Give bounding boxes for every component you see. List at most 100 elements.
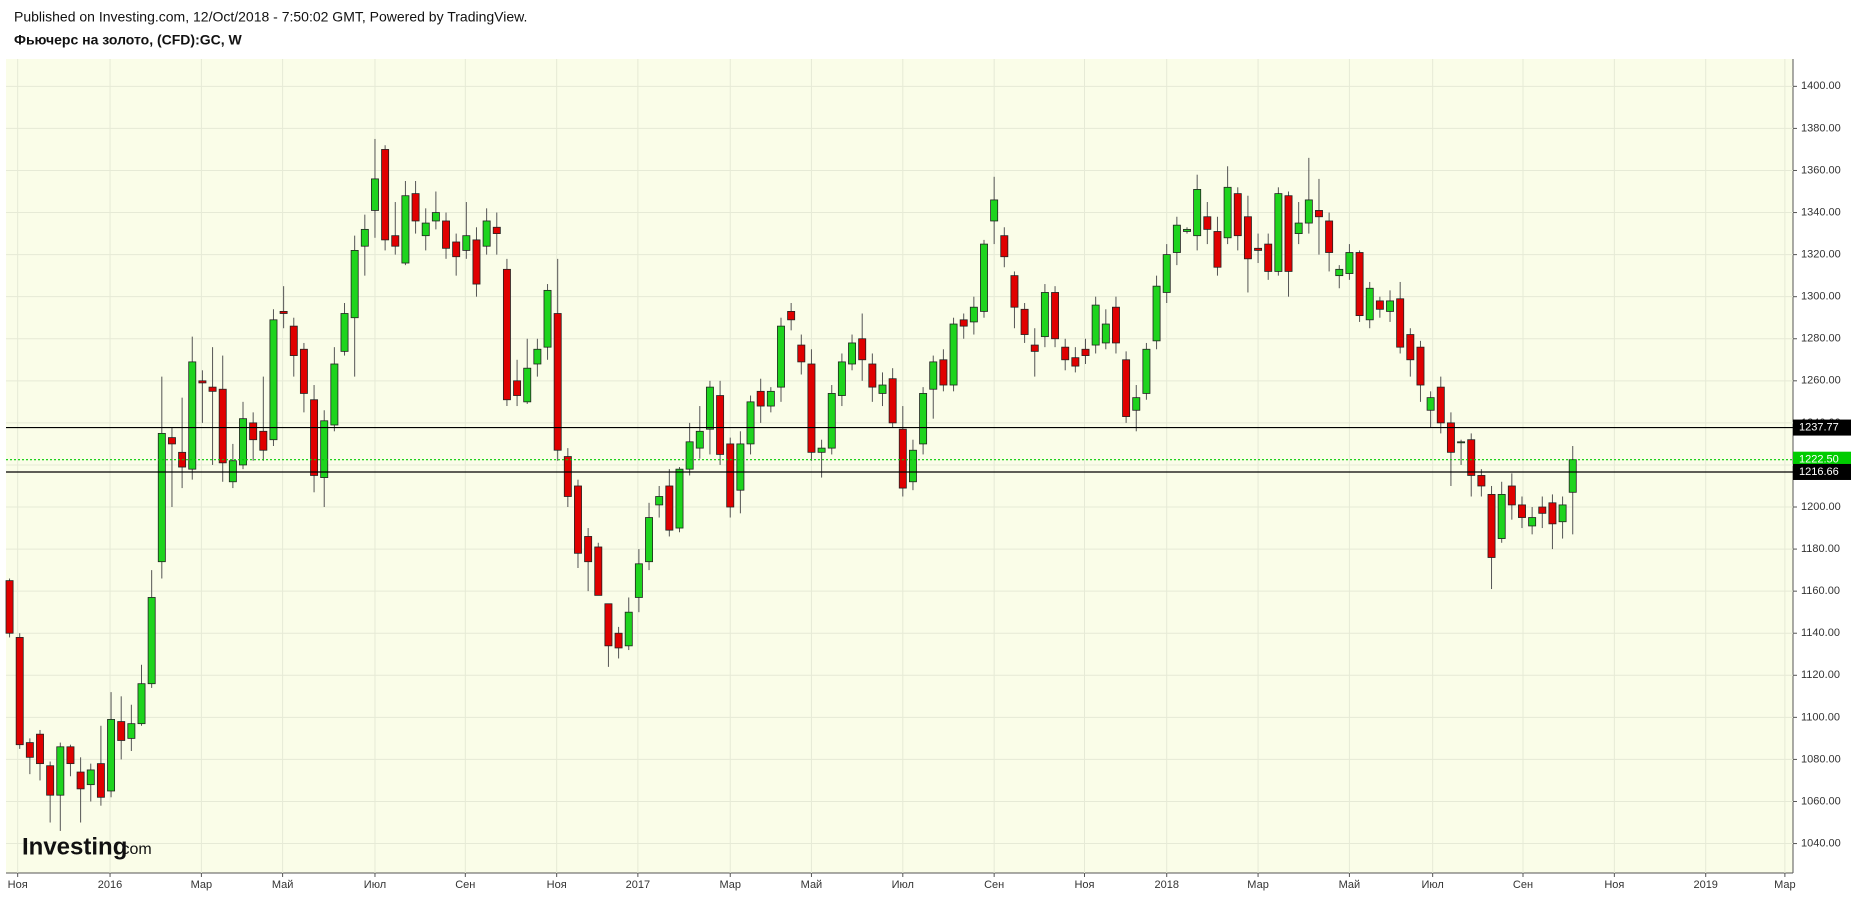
candle-body	[1243, 216, 1252, 260]
candle-body	[574, 485, 582, 554]
candle-body	[137, 683, 146, 725]
price-level-label: 1237.77	[1799, 421, 1839, 433]
candle-body	[939, 359, 948, 386]
candle-body	[502, 268, 511, 401]
x-tick-label: Мар	[1247, 879, 1269, 891]
candle-body	[766, 390, 775, 407]
x-tick-label: Ноя	[1604, 879, 1624, 891]
candle-body	[695, 430, 704, 449]
y-tick-label: 1360.00	[1801, 164, 1841, 176]
candle-body	[716, 395, 725, 455]
candle-body	[553, 313, 562, 451]
price-level-tag	[1793, 463, 1851, 480]
candle-body	[15, 637, 24, 746]
candle-body	[665, 485, 674, 531]
candle-body	[1457, 441, 1466, 444]
candle-body	[523, 367, 532, 403]
candle-body	[340, 313, 349, 352]
published-note: Published on Investing.com, 12/Oct/2018 …	[14, 9, 527, 25]
candle-body	[127, 723, 136, 739]
candle-body	[1294, 222, 1303, 234]
candle-body	[919, 393, 928, 445]
candle-body	[858, 338, 867, 361]
candle-body	[1446, 422, 1455, 453]
x-tick-label: Май	[1339, 879, 1361, 891]
candle-body	[1264, 243, 1273, 272]
candle-body	[746, 401, 755, 445]
x-tick-label: Июл	[1421, 879, 1443, 891]
candle-body	[462, 235, 471, 251]
candle-body	[777, 325, 785, 388]
candle-body	[655, 496, 664, 506]
symbol-title: Фьючерс на золото, (CFD):GC, W	[14, 32, 243, 48]
candle-body	[634, 563, 643, 598]
candle-body	[56, 746, 65, 796]
candle-body	[269, 319, 278, 441]
candle-body	[675, 468, 684, 529]
candle-body	[1030, 344, 1039, 352]
candle-body	[868, 363, 877, 388]
x-tick-label: 2019	[1693, 879, 1717, 891]
candle-body	[898, 428, 907, 489]
candle-body	[1365, 287, 1374, 321]
y-tick-label: 1340.00	[1801, 206, 1841, 218]
candle-body	[1142, 348, 1151, 394]
candle-body	[959, 319, 968, 327]
candle-body	[756, 390, 765, 407]
candle-body	[421, 222, 430, 237]
candle-body	[198, 380, 207, 384]
candle-body	[645, 517, 653, 563]
candle-body	[1152, 285, 1161, 342]
y-tick-label: 1320.00	[1801, 249, 1841, 261]
x-tick-label: Май	[801, 879, 823, 891]
candle-body	[594, 546, 603, 596]
x-tick-label: Июл	[892, 879, 914, 891]
candle-body	[1223, 186, 1232, 239]
candle-body	[1416, 346, 1425, 386]
candle-body	[1355, 252, 1364, 317]
price-level-label: 1222.50	[1799, 454, 1839, 466]
candle-body	[188, 361, 197, 470]
x-tick-label: Май	[272, 879, 294, 891]
candle-body	[168, 437, 176, 445]
x-tick-label: Ноя	[8, 879, 28, 891]
candle-body	[1487, 493, 1496, 558]
candle-body	[147, 597, 156, 685]
candle-body	[705, 386, 714, 430]
watermark-suffix: .com	[117, 841, 152, 858]
x-tick-label: Мар	[719, 879, 741, 891]
y-tick-label: 1260.00	[1801, 375, 1841, 387]
x-tick-label: 2016	[98, 879, 122, 891]
candle-body	[1558, 504, 1567, 523]
candle-body	[1071, 357, 1080, 367]
y-tick-label: 1120.00	[1801, 669, 1840, 681]
watermark-brand: Investing	[22, 833, 127, 860]
candle-body	[685, 441, 694, 470]
candle-body	[482, 220, 491, 247]
x-tick-label: Мар	[1774, 879, 1796, 891]
y-tick-label: 1300.00	[1801, 291, 1841, 303]
candle-body	[543, 289, 552, 348]
candle-body	[1203, 216, 1212, 230]
candle-body	[1132, 397, 1141, 411]
candle-body	[1345, 252, 1354, 274]
candle-body	[1081, 348, 1090, 356]
candle-body	[1254, 247, 1263, 251]
candle-body	[330, 363, 339, 426]
candle-body	[472, 239, 481, 285]
y-tick-label: 1080.00	[1801, 753, 1841, 765]
x-tick-label: Сен	[455, 879, 475, 891]
candle-body	[1467, 439, 1476, 476]
candle-body	[249, 422, 258, 441]
candle-body	[36, 733, 44, 765]
candle-body	[624, 611, 633, 647]
candle-body	[513, 380, 522, 396]
candle-body	[1233, 193, 1242, 237]
candle-body	[878, 384, 887, 394]
candle-body	[350, 250, 359, 319]
x-tick-label: Июл	[364, 879, 386, 891]
candle-body	[86, 769, 95, 786]
x-tick-label: Ноя	[1074, 879, 1094, 891]
candle-body	[76, 771, 85, 790]
